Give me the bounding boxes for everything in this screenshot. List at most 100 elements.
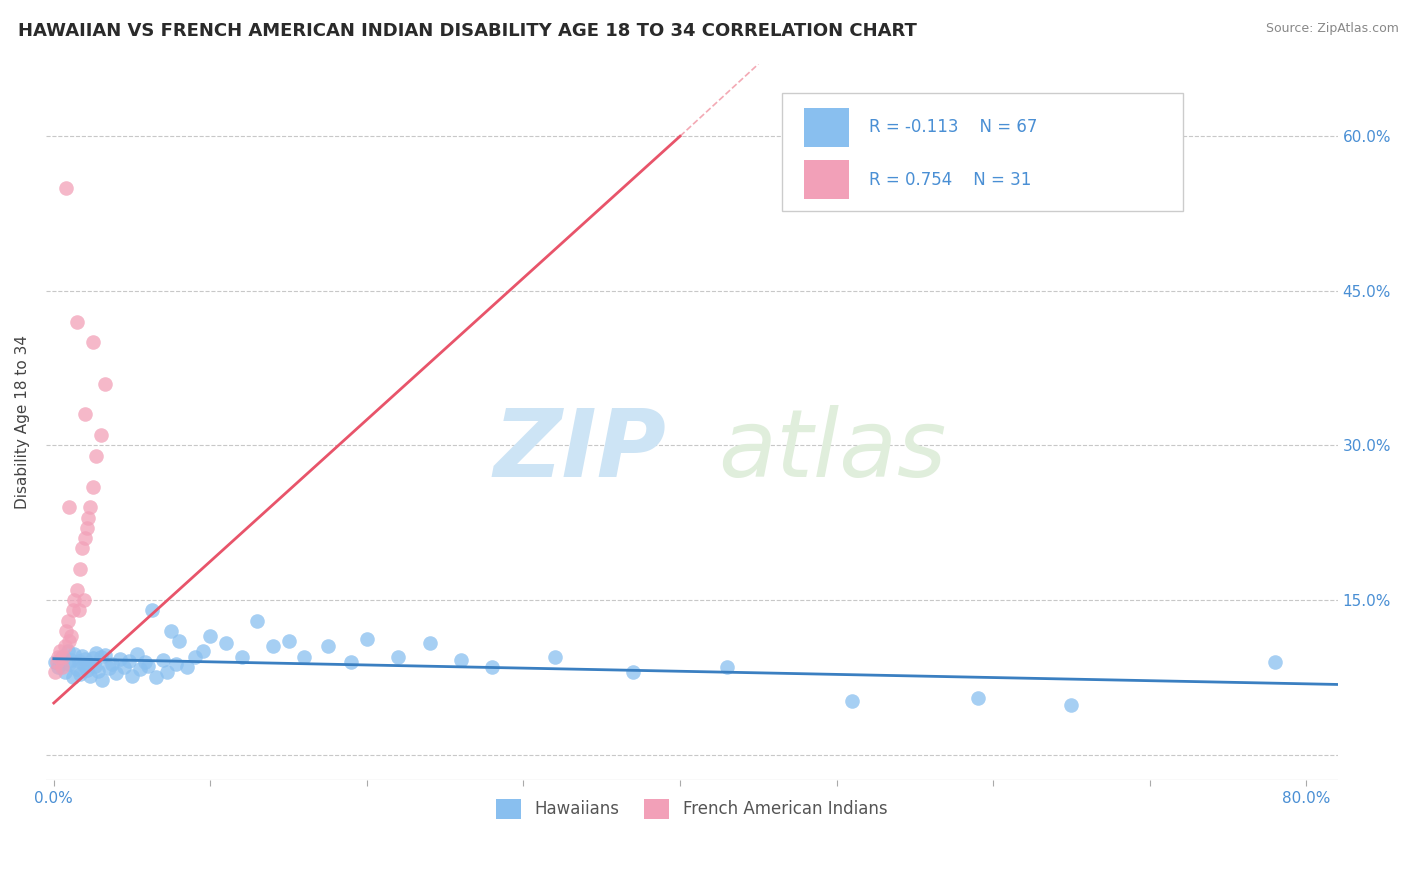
Point xyxy=(90,649,112,664)
Point xyxy=(91,673,114,688)
Point xyxy=(82,480,104,494)
Point xyxy=(51,660,73,674)
Point xyxy=(129,662,152,676)
Text: ZIP: ZIP xyxy=(494,405,666,497)
Point xyxy=(97,661,120,675)
Text: R = -0.113    N = 67: R = -0.113 N = 67 xyxy=(869,119,1038,136)
Point xyxy=(145,670,167,684)
Point xyxy=(66,315,89,329)
Point xyxy=(58,500,80,515)
Point xyxy=(134,655,156,669)
Point xyxy=(52,649,75,664)
Text: atlas: atlas xyxy=(717,405,946,496)
Point xyxy=(108,651,131,665)
Point xyxy=(94,376,117,391)
Point xyxy=(60,629,83,643)
Text: R = 0.754    N = 31: R = 0.754 N = 31 xyxy=(869,170,1031,188)
Point xyxy=(136,659,159,673)
Point xyxy=(75,531,97,545)
Point xyxy=(75,651,97,665)
Point xyxy=(70,648,93,663)
Point xyxy=(51,649,73,664)
Point xyxy=(60,653,83,667)
Point xyxy=(340,655,363,669)
Point xyxy=(160,624,183,638)
Point xyxy=(292,649,315,664)
Point xyxy=(966,690,988,705)
Point xyxy=(277,634,299,648)
Point xyxy=(66,582,89,597)
Point xyxy=(49,644,72,658)
Point xyxy=(48,660,70,674)
Point xyxy=(841,694,863,708)
Point xyxy=(48,649,70,664)
Point xyxy=(69,562,91,576)
Point xyxy=(66,662,89,676)
Text: HAWAIIAN VS FRENCH AMERICAN INDIAN DISABILITY AGE 18 TO 34 CORRELATION CHART: HAWAIIAN VS FRENCH AMERICAN INDIAN DISAB… xyxy=(18,22,917,40)
Point xyxy=(1264,655,1286,669)
Point xyxy=(118,654,141,668)
Point xyxy=(44,655,66,669)
Point xyxy=(183,649,205,664)
Y-axis label: Disability Age 18 to 34: Disability Age 18 to 34 xyxy=(15,335,30,509)
Point xyxy=(58,634,80,648)
Point xyxy=(63,593,86,607)
FancyBboxPatch shape xyxy=(804,108,849,147)
FancyBboxPatch shape xyxy=(804,160,849,199)
Point xyxy=(246,614,269,628)
Point xyxy=(84,449,107,463)
Point xyxy=(84,646,107,660)
Point xyxy=(176,660,198,674)
Point xyxy=(152,653,174,667)
Point xyxy=(165,657,187,671)
Point xyxy=(77,510,100,524)
Point xyxy=(62,670,84,684)
Point xyxy=(316,640,339,654)
Point xyxy=(419,636,441,650)
Point xyxy=(72,657,94,672)
Point xyxy=(90,428,112,442)
Point xyxy=(262,640,284,654)
Point xyxy=(79,500,101,515)
Point xyxy=(191,644,214,658)
Point xyxy=(481,660,503,674)
Point xyxy=(55,624,77,638)
Point xyxy=(125,647,148,661)
Point xyxy=(544,649,567,664)
Point xyxy=(67,603,90,617)
Point xyxy=(450,653,472,667)
Point xyxy=(53,665,76,679)
Point xyxy=(44,665,66,679)
Point xyxy=(716,660,738,674)
Point xyxy=(112,660,135,674)
Point xyxy=(62,603,84,617)
Point xyxy=(94,648,117,662)
Point xyxy=(231,649,253,664)
Point xyxy=(56,614,79,628)
Legend: Hawaiians, French American Indians: Hawaiians, French American Indians xyxy=(489,792,894,826)
Point xyxy=(167,634,190,648)
Point xyxy=(76,521,98,535)
Point xyxy=(69,667,91,681)
FancyBboxPatch shape xyxy=(782,93,1182,211)
Point xyxy=(53,640,76,654)
Point xyxy=(356,632,378,646)
Point xyxy=(63,647,86,661)
Point xyxy=(200,629,222,643)
Point xyxy=(58,657,80,671)
Point xyxy=(105,666,128,681)
Point xyxy=(387,649,409,664)
Point xyxy=(621,665,644,679)
Point xyxy=(141,603,163,617)
Point xyxy=(70,541,93,556)
Point xyxy=(82,335,104,350)
Point xyxy=(1060,698,1083,712)
Point xyxy=(45,655,67,669)
Point xyxy=(56,644,79,658)
Point xyxy=(215,636,238,650)
Point xyxy=(77,656,100,670)
Point xyxy=(83,659,105,673)
Point xyxy=(82,650,104,665)
Point xyxy=(79,669,101,683)
Point xyxy=(76,663,98,677)
